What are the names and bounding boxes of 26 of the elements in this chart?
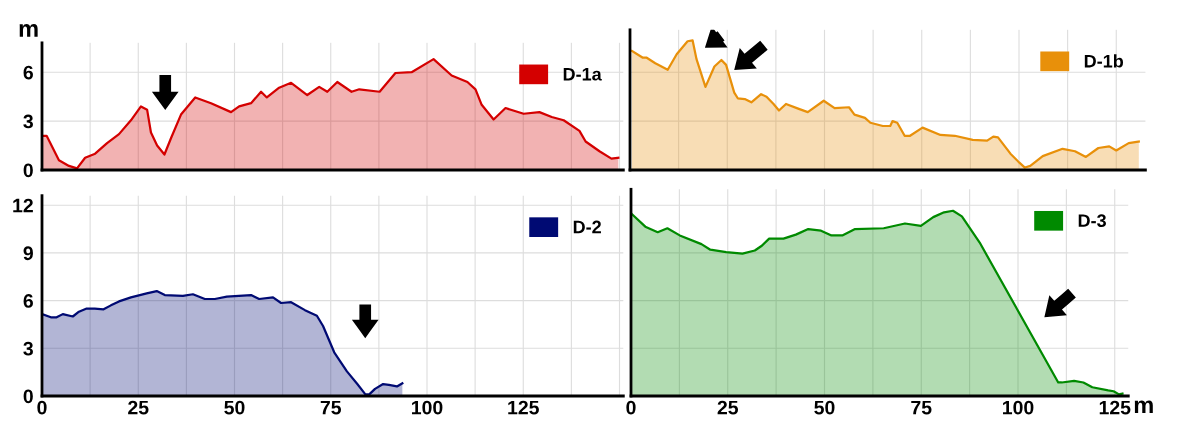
legend-label: D-2 xyxy=(573,220,601,234)
y-tick-label: 0 xyxy=(23,163,33,178)
x-tick-label: 50 xyxy=(224,400,245,415)
x-tick-label: 25 xyxy=(128,400,149,415)
x-tick-label: 100 xyxy=(1003,400,1034,415)
x-tick-label: 25 xyxy=(717,400,739,415)
y-tick-label: 0 xyxy=(23,389,33,404)
y-tick-label: 6 xyxy=(23,294,33,308)
y-tick-label: 12 xyxy=(13,198,33,213)
legend-label: D-1b xyxy=(1084,54,1124,68)
y-axis-title: m xyxy=(19,23,38,37)
x-tick-label: 0 xyxy=(626,400,636,415)
legend-label: D-3 xyxy=(1078,214,1106,228)
y-tick-label: 3 xyxy=(23,114,33,129)
x-tick-label: 75 xyxy=(320,400,342,415)
x-tick-label: 0 xyxy=(37,400,47,415)
x-tick-label: 125 xyxy=(508,400,539,415)
y-tick-label: 3 xyxy=(23,341,33,356)
y-tick-label: 9 xyxy=(23,246,33,261)
x-axis-title: m xyxy=(1134,400,1153,414)
y-tick-label: 6 xyxy=(23,65,33,80)
x-tick-label: 125 xyxy=(1099,400,1131,415)
x-tick-label: 75 xyxy=(911,400,932,415)
x-tick-label: 50 xyxy=(814,400,835,415)
legend-label: D-1a xyxy=(563,67,602,81)
x-tick-label: 100 xyxy=(412,400,443,415)
